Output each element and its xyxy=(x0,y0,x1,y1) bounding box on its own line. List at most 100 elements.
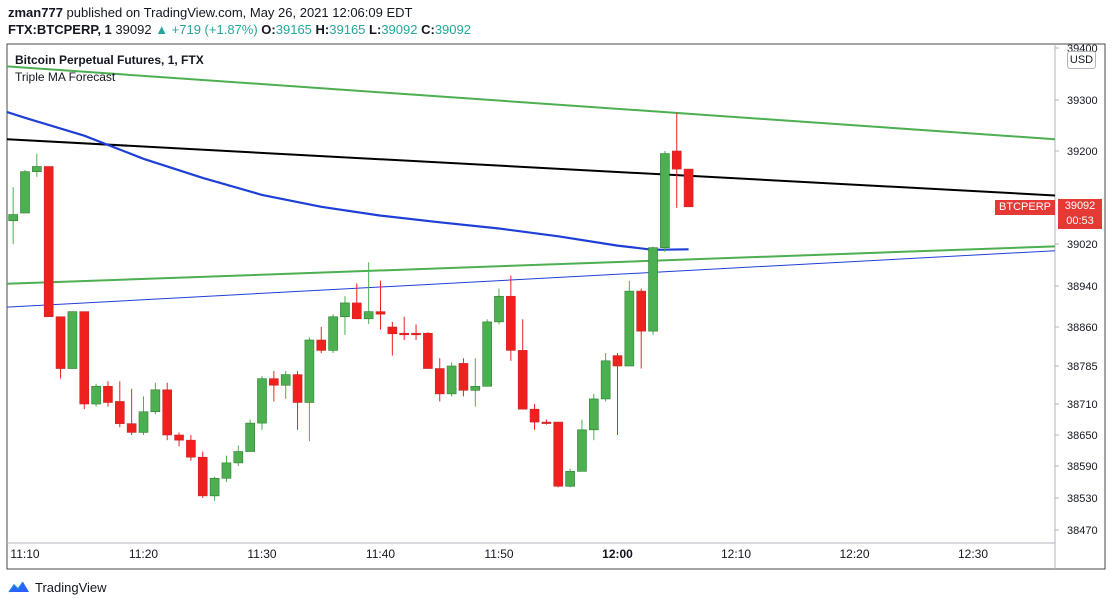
indicator-layer xyxy=(7,65,1055,308)
candle-body xyxy=(411,332,421,336)
candle-body xyxy=(8,214,18,222)
candle-body xyxy=(506,295,516,351)
price-tick-label: 38470 xyxy=(1067,525,1098,537)
low-value: 39092 xyxy=(381,22,418,37)
candle-body xyxy=(671,150,682,170)
price-tick-label: 38940 xyxy=(1067,281,1098,293)
trend-line-black-1 xyxy=(7,138,1055,197)
trend-line-blue-3 xyxy=(7,250,1055,308)
price-axis[interactable]: 3940039300392003902038940388603878538710… xyxy=(1055,43,1098,537)
price-tick-label: 39200 xyxy=(1067,146,1098,158)
time-tick-label: 12:20 xyxy=(839,547,869,561)
candle-body xyxy=(91,385,101,405)
price-tick-label: 38860 xyxy=(1067,322,1098,334)
currency-label[interactable]: USD xyxy=(1067,51,1096,69)
publisher-name[interactable]: zman777 xyxy=(8,5,63,20)
candle-body xyxy=(624,290,635,367)
candle-body xyxy=(43,166,54,318)
open-label: O: xyxy=(261,22,276,37)
candle-body xyxy=(162,389,172,436)
moving-average-line xyxy=(7,110,689,251)
indicator-legend[interactable]: Triple MA Forecast xyxy=(15,70,116,84)
price-tick-label: 39020 xyxy=(1067,239,1098,251)
candle-body xyxy=(565,471,575,487)
candle-body xyxy=(470,385,481,391)
time-tick-label: 12:00 xyxy=(602,547,633,561)
trend-line-green-0 xyxy=(7,65,1055,141)
chart-legend-title: Bitcoin Perpetual Futures, 1, FTX xyxy=(15,53,204,67)
candle-body xyxy=(553,421,564,487)
candle-body xyxy=(517,350,528,410)
candle-body xyxy=(32,166,42,172)
price-tick-label: 38530 xyxy=(1067,493,1098,505)
candle-body xyxy=(292,374,303,403)
published-text: published on TradingView.com, May 26, 20… xyxy=(66,5,413,20)
last-price-badge-value: 39092 xyxy=(1064,200,1096,212)
trend-line-green-2 xyxy=(7,245,1055,285)
time-tick-label: 12:30 xyxy=(958,547,988,561)
close-value: 39092 xyxy=(434,22,471,37)
last-price: 39092 xyxy=(115,22,152,37)
candles-layer xyxy=(0,112,694,501)
candle-body xyxy=(683,168,694,208)
candle-body xyxy=(269,378,279,386)
candle-body xyxy=(150,389,161,413)
price-tick-label: 38590 xyxy=(1067,461,1098,473)
candle-body xyxy=(434,368,445,395)
candle-body xyxy=(660,153,670,248)
price-tick-label: 38710 xyxy=(1067,399,1098,411)
time-tick-label: 11:30 xyxy=(247,547,276,561)
candle-body xyxy=(79,311,90,405)
time-axis[interactable]: 11:10 11:20 11:30 11:40 11:50 12:00 12:10 12:20… xyxy=(10,547,988,561)
candle-body xyxy=(221,462,232,479)
price-tick-label: 39300 xyxy=(1067,95,1098,107)
time-tick-label: 11:40 xyxy=(366,547,395,561)
price-tick-label: 38785 xyxy=(1067,361,1098,373)
candle-body xyxy=(387,326,398,335)
candle-body xyxy=(67,311,78,369)
candle-body xyxy=(233,451,244,464)
candle-body xyxy=(257,378,267,424)
candle-body xyxy=(458,363,469,391)
candle-body xyxy=(529,408,540,423)
candle-body xyxy=(446,365,457,395)
price-tick-label: 38650 xyxy=(1067,430,1098,442)
candle-body xyxy=(328,316,338,351)
candle-body xyxy=(636,290,647,332)
candle-body xyxy=(577,429,587,472)
tradingview-footer[interactable]: TradingView xyxy=(8,579,107,595)
chart-frame xyxy=(6,43,1106,570)
publish-header: zman777 published on TradingView.com, Ma… xyxy=(8,5,412,20)
time-tick-label: 11:20 xyxy=(129,547,158,561)
candle-body xyxy=(612,355,623,367)
tradingview-brand: TradingView xyxy=(35,579,107,595)
tradingview-logo-icon xyxy=(8,581,29,593)
last-price-badge: 39092 00:53 xyxy=(1058,199,1102,229)
candle-body xyxy=(363,311,374,320)
symbol-label: FTX:BTCPERP, 1 xyxy=(8,22,112,37)
time-tick-label: 11:50 xyxy=(484,547,513,561)
time-tick-label: 11:10 xyxy=(10,547,39,561)
candle-body xyxy=(0,221,6,223)
time-tick-label: 12:10 xyxy=(721,547,751,561)
candle-body xyxy=(340,302,350,318)
candle-body xyxy=(115,401,125,424)
candle-body xyxy=(280,374,291,386)
candle-body xyxy=(648,247,658,332)
candle-body xyxy=(138,411,149,433)
candle-body xyxy=(316,339,327,351)
candle-body xyxy=(351,302,362,320)
candle-body xyxy=(375,311,386,315)
candle-body xyxy=(494,295,504,323)
price-change: ▲ +719 (+1.87%) xyxy=(155,22,258,37)
candle-body xyxy=(482,321,492,387)
candle-body xyxy=(245,422,255,452)
candle-body xyxy=(174,434,184,441)
high-label: H: xyxy=(315,22,330,37)
high-value: 39165 xyxy=(329,22,366,37)
low-label: L: xyxy=(369,22,382,37)
candle-body xyxy=(197,456,208,497)
symbol-price-badge: BTCPERP xyxy=(995,200,1055,215)
candle-body xyxy=(103,385,113,403)
